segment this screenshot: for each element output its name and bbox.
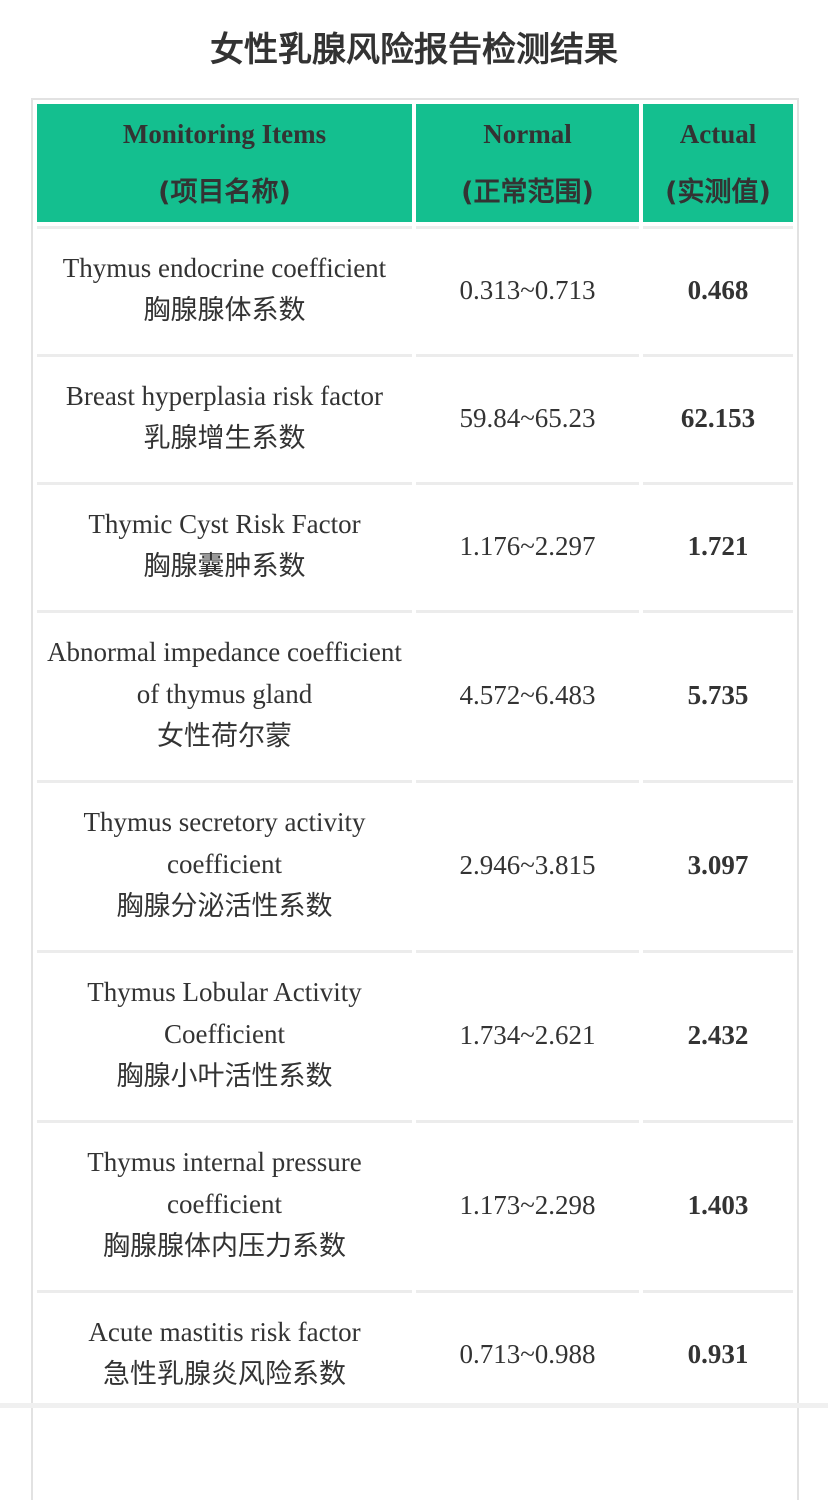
header-monitoring-items: Monitoring Items (项目名称) xyxy=(37,104,412,222)
item-name-cell: Breast hyperplasia risk factor 乳腺增生系数 xyxy=(37,354,412,478)
table-row: Thymus internal pressure coefficient 胸腺腺体… xyxy=(37,1120,793,1286)
normal-range-cell: 1.173~2.298 xyxy=(416,1120,639,1286)
item-name-en: Acute mastitis risk factor xyxy=(88,1317,361,1347)
normal-range-cell: 0.313~0.713 xyxy=(416,226,639,350)
actual-value-cell: 1.721 xyxy=(643,482,793,606)
item-name-en: Thymus secretory activity coefficient xyxy=(83,807,366,879)
item-name-en: Thymic Cyst Risk Factor xyxy=(88,509,361,539)
table-header-row: Monitoring Items (项目名称) Normal (正常范围) Actu… xyxy=(37,104,793,222)
actual-value-cell: 0.931 xyxy=(643,1290,793,1414)
table-row: Abnormal impedance coefficient of thymus… xyxy=(37,610,793,776)
header-normal: Normal (正常范围) xyxy=(416,104,639,222)
normal-range-cell: 0.713~0.988 xyxy=(416,1290,639,1414)
item-name-zh: 胸腺腺体系数 xyxy=(143,295,306,326)
table-row: Thymic Cyst Risk Factor 胸腺囊肿系数 1.176~2.29… xyxy=(37,482,793,606)
item-name-en: Thymus endocrine coefficient xyxy=(62,253,387,283)
normal-range-cell: 1.176~2.297 xyxy=(416,482,639,606)
actual-value-cell: 0.468 xyxy=(643,226,793,350)
item-name-en: Thymus Lobular Activity Coefficient xyxy=(87,977,362,1049)
item-name-zh: 女性荷尔蒙 xyxy=(157,721,292,752)
page-title: 女性乳腺风险报告检测结果 xyxy=(210,30,618,70)
item-name-en: Thymus internal pressure coefficient xyxy=(87,1147,362,1219)
actual-value-cell: 3.097 xyxy=(643,780,793,946)
actual-value-cell: 62.153 xyxy=(643,354,793,478)
bottom-bar xyxy=(0,1403,828,1408)
normal-range-cell: 2.946~3.815 xyxy=(416,780,639,946)
item-name-cell: Abnormal impedance coefficient of thymus… xyxy=(37,610,412,776)
item-name-zh: 胸腺腺体内压力系数 xyxy=(103,1231,346,1262)
item-name-zh: 胸腺小叶活性系数 xyxy=(116,1061,333,1092)
actual-value-cell: 5.735 xyxy=(643,610,793,776)
table-row: Thymus secretory activity coefficient 胸腺分… xyxy=(37,780,793,946)
normal-range-cell: 59.84~65.23 xyxy=(416,354,639,478)
item-name-cell: Thymus endocrine coefficient 胸腺腺体系数 xyxy=(37,226,412,350)
actual-value-cell: 1.403 xyxy=(643,1120,793,1286)
item-name-zh: 胸腺囊肿系数 xyxy=(143,551,306,582)
results-table: Monitoring Items (项目名称) Normal (正常范围) Actu… xyxy=(33,100,797,1418)
table-row: Breast hyperplasia risk factor 乳腺增生系数 59.… xyxy=(37,354,793,478)
item-name-cell: Thymic Cyst Risk Factor 胸腺囊肿系数 xyxy=(37,482,412,606)
item-name-cell: Acute mastitis risk factor 急性乳腺炎风险系数 xyxy=(37,1290,412,1414)
table-row: Thymus Lobular Activity Coefficient 胸腺小叶活… xyxy=(37,950,793,1116)
item-name-en: Abnormal impedance coefficient of thymus… xyxy=(47,637,402,709)
actual-value-cell: 2.432 xyxy=(643,950,793,1116)
item-name-zh: 急性乳腺炎风险系数 xyxy=(103,1359,346,1390)
normal-range-cell: 4.572~6.483 xyxy=(416,610,639,776)
item-name-zh: 胸腺分泌活性系数 xyxy=(116,891,333,922)
results-table-container: Monitoring Items (项目名称) Normal (正常范围) Actu… xyxy=(31,98,799,1500)
item-name-zh: 乳腺增生系数 xyxy=(143,423,306,454)
item-name-cell: Thymus internal pressure coefficient 胸腺腺体… xyxy=(37,1120,412,1286)
item-name-cell: Thymus Lobular Activity Coefficient 胸腺小叶活… xyxy=(37,950,412,1116)
item-name-en: Breast hyperplasia risk factor xyxy=(65,381,384,411)
table-row: Thymus endocrine coefficient 胸腺腺体系数 0.313… xyxy=(37,226,793,350)
header-actual: Actual (实测值) xyxy=(643,104,793,222)
table-row: Acute mastitis risk factor 急性乳腺炎风险系数 0.71… xyxy=(37,1290,793,1414)
item-name-cell: Thymus secretory activity coefficient 胸腺分… xyxy=(37,780,412,946)
normal-range-cell: 1.734~2.621 xyxy=(416,950,639,1116)
